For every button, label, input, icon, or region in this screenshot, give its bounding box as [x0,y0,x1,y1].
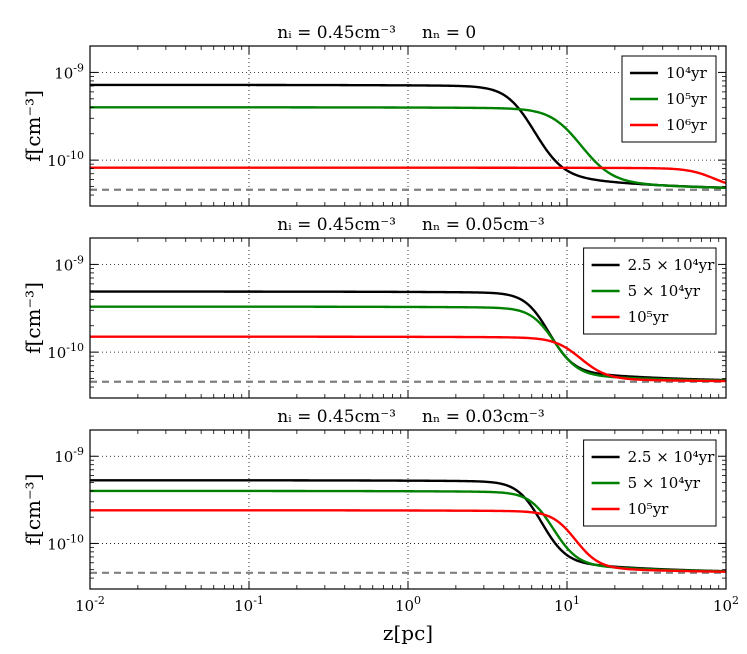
series-line-3 [90,509,726,573]
panel-title-nn: nₙ = 0 [422,23,476,43]
panel-title-nn: nₙ = 0.05cm⁻³ [422,215,545,235]
legend: 2.5 × 10⁴yr 5 × 10⁴yr 10⁵yr [583,439,717,527]
x-tick-label: 10-2 [75,594,105,615]
panel-1: 10-10 10-9 nᵢ = 0.45cm⁻³ nₙ = 0 f[cm⁻³] 10⁴yr… [21,23,727,207]
legend-label: 5 × 10⁴yr [628,474,701,492]
legend-label: 2.5 × 10⁴yr [628,256,716,274]
y-tick-label: 10-9 [54,445,84,466]
legend-label: 2.5 × 10⁴yr [628,448,716,466]
y-axis-label: f[cm⁻³] [21,90,45,162]
x-tick-label: 10-1 [234,594,264,615]
y-tick-label: 10-9 [54,253,84,274]
y-tick-label: 10-10 [47,532,84,553]
panel-title-ni: nᵢ = 0.45cm⁻³ [277,407,396,427]
x-tick-label: 100 [395,594,421,615]
series-line-2 [90,106,726,189]
legend-label: 10⁵yr [628,308,670,326]
series-line-3 [90,335,726,383]
panel-title-ni: nᵢ = 0.45cm⁻³ [277,215,396,235]
x-tick-label: 102 [713,594,739,615]
panel-title-nn: nₙ = 0.03cm⁻³ [422,407,545,427]
series-line-3 [90,166,726,185]
legend-label: 10⁶yr [666,116,708,134]
legend-label: 10⁵yr [666,90,708,108]
series-line-1 [90,83,726,189]
legend: 2.5 × 10⁴yr 5 × 10⁴yr 10⁵yr [583,247,717,335]
y-tick-label: 10-10 [47,149,84,170]
x-axis-label: z[pc] [383,621,433,645]
legend-label: 10⁴yr [666,64,708,82]
panel-2: 10-10 10-9 nᵢ = 0.45cm⁻³ nₙ = 0.05cm⁻³ f[cm⁻… [21,215,727,399]
y-axis-label: f[cm⁻³] [21,282,45,354]
legend-label: 10⁵yr [628,500,670,518]
legend-label: 5 × 10⁴yr [628,282,701,300]
panel-title-ni: nᵢ = 0.45cm⁻³ [277,23,396,43]
series-line-1 [90,290,726,382]
y-tick-label: 10-9 [54,61,84,82]
x-tick-label: 101 [554,594,580,615]
legend: 10⁴yr 10⁵yr 10⁶yr [621,55,717,143]
y-axis-label: f[cm⁻³] [21,474,45,546]
panel-3: 10-10 10-9 10-2 10-1 100 101 102 nᵢ = 0.45cm⁻³ n… [21,407,739,615]
y-tick-label: 10-10 [47,341,84,362]
